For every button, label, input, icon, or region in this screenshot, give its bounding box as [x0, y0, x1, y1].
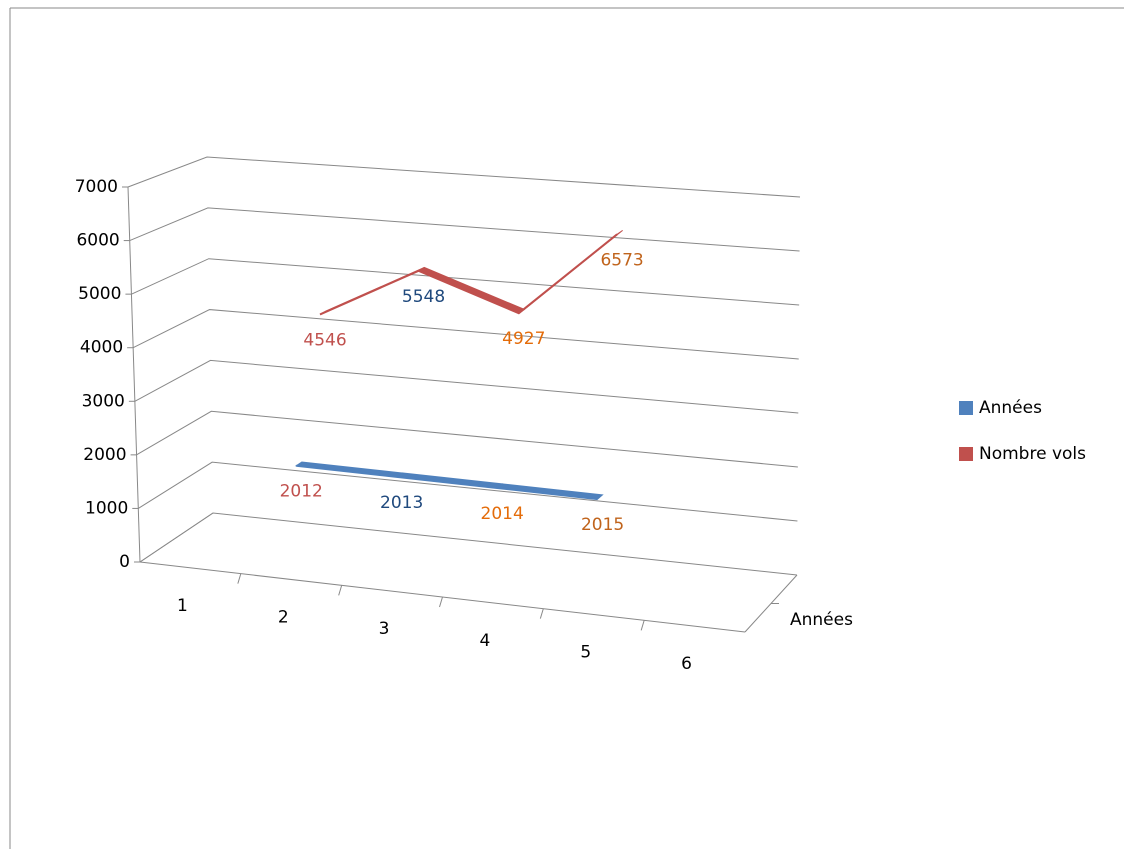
- ribbon: [294, 461, 404, 478]
- grid-line: [136, 410, 798, 468]
- x-tick-label: 1: [177, 596, 188, 616]
- x-tick-label: 6: [681, 654, 692, 674]
- x-tick: [539, 608, 544, 619]
- data-label: 6573: [600, 250, 643, 270]
- x-tick: [640, 620, 645, 631]
- y-tick-label: 2000: [83, 445, 126, 465]
- data-label: 4927: [502, 329, 545, 349]
- grid-line: [127, 156, 801, 198]
- y-tick-label: 1000: [85, 498, 128, 518]
- x-tick-label: 5: [580, 643, 591, 663]
- series-line: [296, 464, 598, 501]
- y-tick-label: 4000: [80, 338, 123, 358]
- grid-line: [132, 309, 799, 360]
- x-tick: [237, 573, 242, 584]
- data-label: 2012: [280, 482, 323, 502]
- x-tick: [338, 585, 343, 596]
- data-label: 2013: [380, 493, 423, 513]
- legend-swatch: [959, 447, 973, 461]
- x-tick: [439, 596, 443, 608]
- data-label: 5548: [402, 287, 445, 307]
- legend-swatch: [959, 401, 973, 415]
- x-tick-label: 2: [278, 608, 289, 628]
- y-tick-label: 3000: [82, 391, 125, 411]
- grid-line: [139, 512, 798, 576]
- data-label: 2014: [481, 504, 524, 524]
- legend-label: Années: [979, 398, 1042, 418]
- y-tick-label: 5000: [78, 284, 121, 304]
- depth-tick-label: Années: [790, 610, 853, 630]
- data-label: 2015: [581, 515, 624, 535]
- legend-label: Nombre vols: [979, 444, 1086, 464]
- grid-line: [134, 359, 799, 414]
- grid-line: [138, 461, 798, 522]
- grid-line: [129, 207, 800, 252]
- axis-line: [127, 186, 141, 563]
- ribbon: [495, 483, 604, 500]
- y-tick-label: 6000: [76, 231, 119, 251]
- data-label: 4546: [303, 330, 346, 350]
- grid-line: [131, 258, 800, 306]
- y-tick-label: 0: [119, 552, 130, 572]
- y-tick-label: 7000: [75, 177, 118, 197]
- x-tick-label: 3: [379, 619, 390, 639]
- series-line: [319, 233, 618, 316]
- x-tick-label: 4: [480, 631, 491, 651]
